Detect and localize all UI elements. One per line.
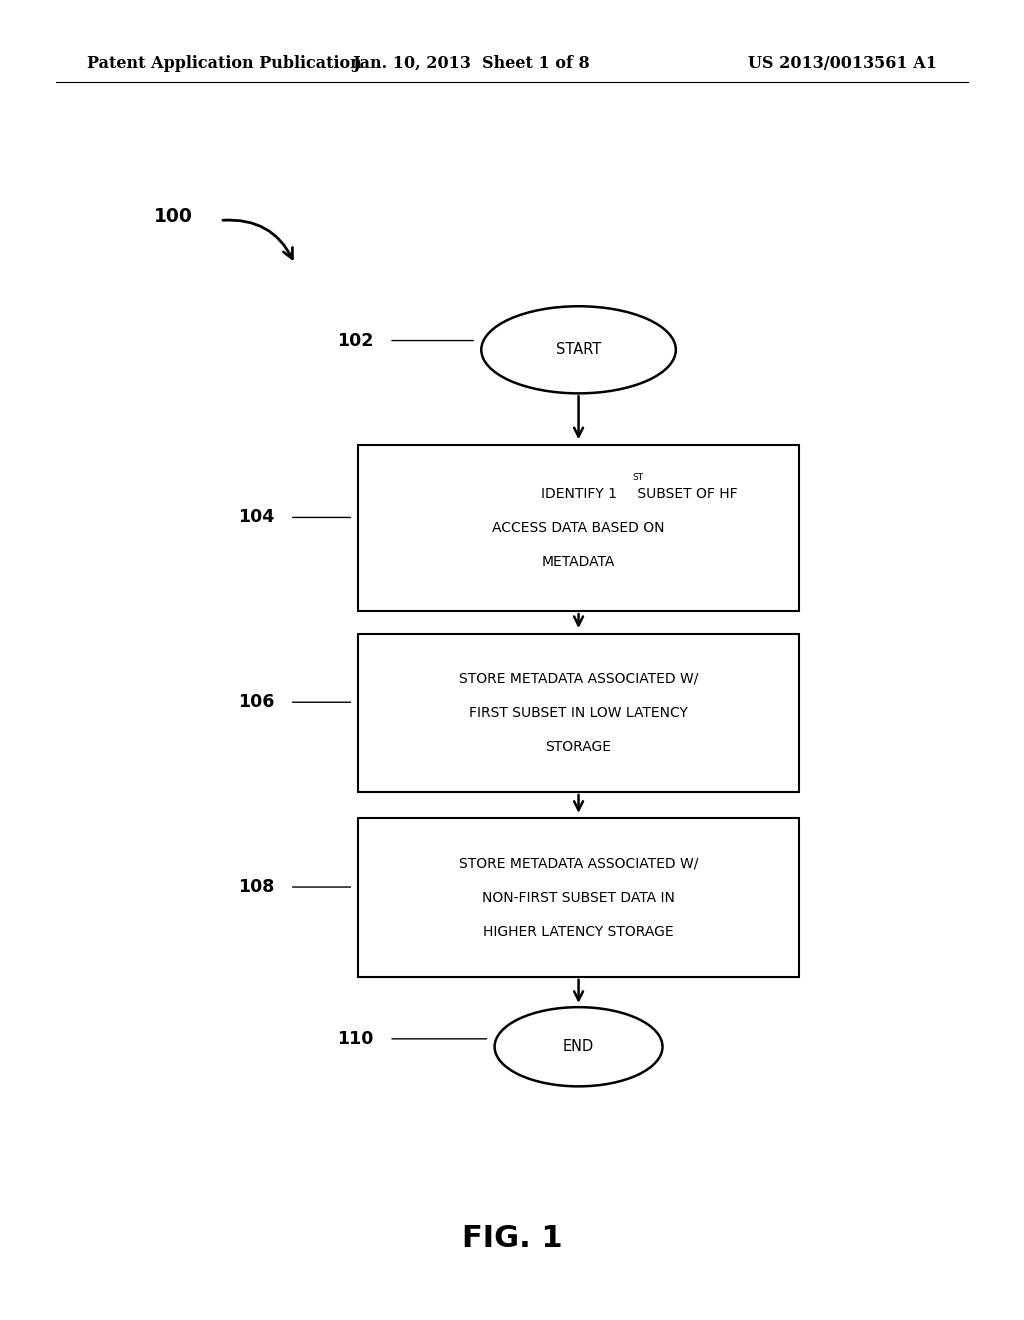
Text: ST: ST	[633, 474, 644, 482]
Text: Patent Application Publication: Patent Application Publication	[87, 55, 361, 71]
Text: Jan. 10, 2013  Sheet 1 of 8: Jan. 10, 2013 Sheet 1 of 8	[352, 55, 590, 71]
Text: STORE METADATA ASSOCIATED W/: STORE METADATA ASSOCIATED W/	[459, 857, 698, 870]
Text: ACCESS DATA BASED ON: ACCESS DATA BASED ON	[493, 521, 665, 535]
Text: IDENTIFY 1: IDENTIFY 1	[541, 487, 616, 500]
Text: START: START	[556, 342, 601, 358]
Text: STORAGE: STORAGE	[546, 741, 611, 754]
Text: 110: 110	[337, 1030, 374, 1048]
Text: 106: 106	[238, 693, 274, 711]
Text: 104: 104	[239, 508, 274, 527]
Text: NON-FIRST SUBSET DATA IN: NON-FIRST SUBSET DATA IN	[482, 891, 675, 904]
Text: HIGHER LATENCY STORAGE: HIGHER LATENCY STORAGE	[483, 925, 674, 939]
Text: US 2013/0013561 A1: US 2013/0013561 A1	[748, 55, 937, 71]
Text: 100: 100	[154, 207, 193, 226]
Text: SUBSET OF HF: SUBSET OF HF	[633, 487, 737, 500]
Text: STORE METADATA ASSOCIATED W/: STORE METADATA ASSOCIATED W/	[459, 672, 698, 685]
Text: END: END	[563, 1039, 594, 1055]
Text: METADATA: METADATA	[542, 556, 615, 569]
Text: FIG. 1: FIG. 1	[462, 1224, 562, 1253]
Text: 102: 102	[337, 331, 374, 350]
Text: FIRST SUBSET IN LOW LATENCY: FIRST SUBSET IN LOW LATENCY	[469, 706, 688, 719]
Text: 108: 108	[238, 878, 274, 896]
